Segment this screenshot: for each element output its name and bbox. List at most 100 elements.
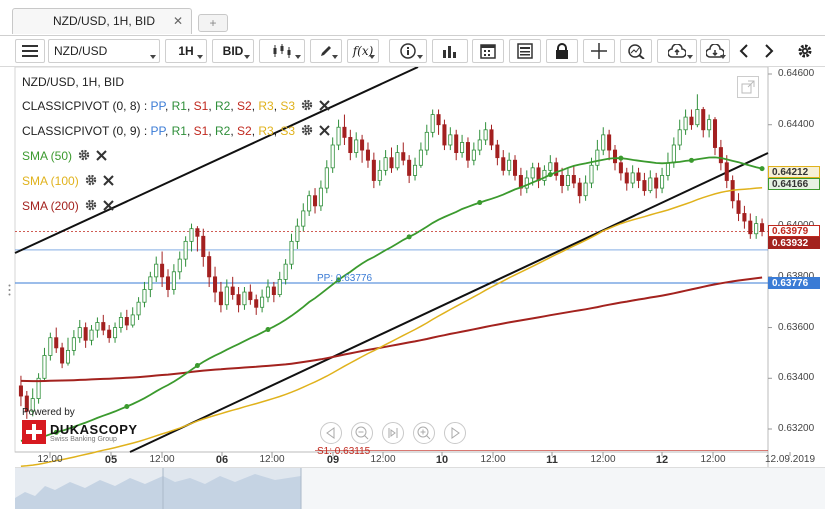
- instrument-select[interactable]: NZD/USD: [48, 39, 160, 63]
- draw-tool-button[interactable]: [310, 39, 342, 63]
- x-day-label: 12: [655, 454, 669, 466]
- candle-bullish: [283, 263, 288, 280]
- zoom-out-button[interactable]: [351, 422, 373, 444]
- candle-bearish: [607, 134, 612, 151]
- close-icon[interactable]: [96, 150, 107, 164]
- upload-button[interactable]: [657, 39, 697, 63]
- candle-bearish: [271, 286, 276, 296]
- candle-bullish: [430, 114, 435, 133]
- scroll-back-button[interactable]: [320, 422, 342, 444]
- x-time-label: 12:00: [149, 454, 175, 465]
- zoom-button[interactable]: [620, 39, 652, 63]
- news-button[interactable]: [509, 39, 541, 63]
- candle-bearish: [495, 144, 500, 159]
- scroll-forward-button[interactable]: [444, 422, 466, 444]
- side-select[interactable]: BID: [212, 39, 254, 63]
- candle-bullish: [477, 139, 482, 151]
- candle-bearish: [554, 162, 559, 176]
- info-button[interactable]: [389, 39, 427, 63]
- candle-bearish: [701, 109, 706, 131]
- scroll-left-button[interactable]: [733, 39, 755, 63]
- candle-bullish: [660, 175, 665, 189]
- candle-bearish: [371, 159, 376, 181]
- candle-bullish: [448, 134, 453, 146]
- tab-close-icon[interactable]: ✕: [172, 14, 183, 28]
- close-icon[interactable]: [319, 125, 330, 139]
- candle-bearish: [577, 182, 582, 197]
- lock-icon: [556, 43, 568, 59]
- candle-bullish: [707, 119, 712, 131]
- add-tab-button[interactable]: +: [198, 14, 228, 32]
- tab-chart-nzdusd[interactable]: NZD/USD, 1H, BID ✕: [12, 8, 192, 34]
- candle-bearish: [124, 317, 129, 326]
- candle-bearish: [365, 149, 370, 161]
- candle-bearish: [254, 299, 259, 308]
- candle-bullish: [224, 286, 229, 306]
- candle-bearish: [442, 124, 447, 146]
- pivot-level-name: S3: [280, 99, 296, 113]
- expand-chart-button[interactable]: [737, 76, 759, 98]
- chart-type-button[interactable]: [259, 39, 305, 63]
- candle-bearish: [207, 256, 212, 278]
- candle-bullish: [171, 271, 176, 290]
- period-select[interactable]: 1H: [165, 39, 207, 63]
- candle-bearish: [654, 177, 659, 189]
- gear-icon[interactable]: [301, 124, 313, 139]
- calendar-button[interactable]: [472, 39, 504, 63]
- gear-icon[interactable]: [301, 99, 313, 114]
- sma-indicator-legend: SMA (100): [22, 174, 114, 189]
- candle-bullish: [260, 296, 265, 308]
- download-button[interactable]: [700, 39, 730, 63]
- settings-button[interactable]: [793, 39, 817, 63]
- gear-icon[interactable]: [85, 199, 97, 214]
- gear-icon[interactable]: [78, 149, 90, 164]
- candle-bearish: [689, 116, 694, 126]
- cloud-download-icon: [706, 44, 724, 58]
- crosshair-button[interactable]: [583, 39, 615, 63]
- candle-bullish: [665, 162, 670, 176]
- chevron-down-icon: [417, 55, 423, 59]
- gear-icon[interactable]: [85, 174, 97, 189]
- x-day-label: 11: [546, 454, 558, 466]
- expand-icon: [741, 80, 755, 94]
- reset-zoom-button[interactable]: [382, 422, 404, 444]
- cloud-upload-icon: [668, 44, 686, 58]
- x-day-label: 10: [435, 454, 449, 466]
- pivot-level-name: S3: [280, 124, 296, 138]
- instrument-label: NZD/USD: [54, 44, 108, 58]
- chevron-left-icon: [739, 44, 748, 58]
- volume-button[interactable]: [432, 39, 468, 63]
- pivot-level-name: S2: [237, 124, 252, 138]
- sma-50-marker: [688, 157, 694, 163]
- candle-bearish: [560, 175, 565, 186]
- scroll-right-button[interactable]: [758, 39, 780, 63]
- navigator-strip[interactable]: [15, 467, 825, 509]
- pencil-icon: [321, 46, 331, 56]
- candle-bearish: [360, 139, 365, 151]
- candle-bullish: [565, 175, 570, 186]
- price-chart[interactable]: [0, 67, 825, 509]
- close-icon[interactable]: [102, 200, 114, 214]
- zoom-in-button[interactable]: [413, 422, 435, 444]
- chevron-down-icon: [197, 55, 203, 59]
- candle-bullish: [295, 225, 300, 242]
- close-icon[interactable]: [319, 100, 330, 114]
- candle-bearish: [230, 286, 235, 296]
- candle-bullish: [289, 240, 294, 265]
- close-icon[interactable]: [102, 175, 114, 189]
- menu-button[interactable]: [15, 39, 45, 63]
- lock-button[interactable]: [546, 39, 578, 63]
- candle-bearish: [624, 172, 629, 184]
- candle-bullish: [548, 162, 553, 171]
- indicators-button[interactable]: f(x): [347, 39, 379, 63]
- chart-area[interactable]: NZD/USD, 1H, BID CLASSICPIVOT (0, 8) : P…: [0, 67, 825, 509]
- pivot-level-label: S1: 0.63115: [317, 445, 371, 457]
- drag-handle[interactable]: [8, 283, 11, 296]
- candle-bearish: [107, 329, 112, 339]
- candle-bearish: [218, 291, 223, 306]
- candle-bullish: [242, 291, 247, 306]
- candle-bearish: [313, 195, 318, 207]
- price-tag: 0.63932: [768, 237, 820, 250]
- candle-bullish: [118, 317, 123, 328]
- pivot-level-name: PP: [150, 124, 165, 138]
